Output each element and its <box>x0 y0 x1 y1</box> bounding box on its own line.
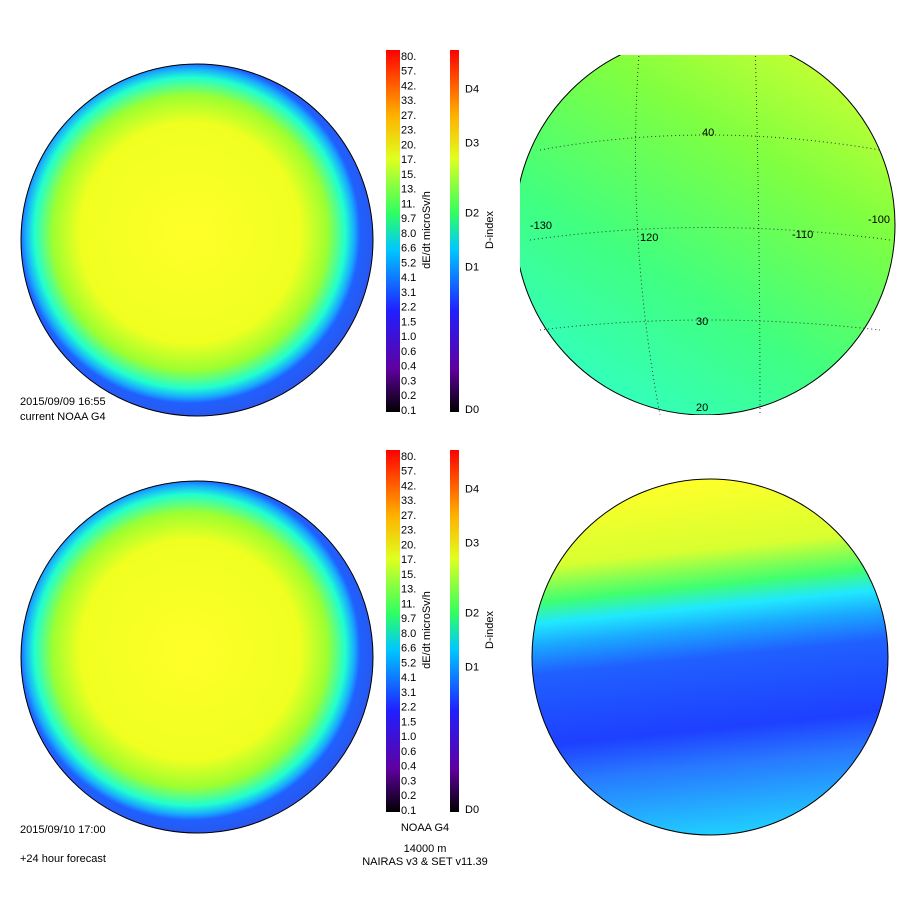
dindex-label: D1 <box>465 262 479 274</box>
dindex-label: D4 <box>465 484 479 496</box>
dose-label: 0.6 <box>401 346 416 358</box>
dindex-label: D2 <box>465 608 479 620</box>
dose-label: 6.6 <box>401 243 416 255</box>
dose-label: 9.7 <box>401 613 416 625</box>
graticule <box>529 55 891 415</box>
timestamp: 2015/09/10 17:00 <box>20 824 106 836</box>
dose-label: 15. <box>401 569 416 581</box>
dose-label: 42. <box>401 80 416 92</box>
dindex-label: D0 <box>465 804 479 816</box>
dose-label: 4.1 <box>401 672 416 684</box>
dose-label: 13. <box>401 584 416 596</box>
dose-label: 0.4 <box>401 761 416 773</box>
dose-label: 5.2 <box>401 657 416 669</box>
dose-label: 0.2 <box>401 790 416 802</box>
footer-title: NOAA G4 <box>401 822 449 834</box>
dose-label: 6.6 <box>401 643 416 655</box>
dose-label: 8.0 <box>401 628 416 640</box>
dose-label: 1.0 <box>401 331 416 343</box>
dose-label: 1.5 <box>401 316 416 328</box>
dindex-title: D-index <box>484 611 496 649</box>
dose-label: 17. <box>401 554 416 566</box>
map-label: -100 <box>868 214 890 226</box>
dose-label: 8.0 <box>401 228 416 240</box>
globe-forecast <box>20 480 374 834</box>
dose-label: 0.3 <box>401 375 416 387</box>
dose-label: 23. <box>401 525 416 537</box>
map-label: 120 <box>640 232 658 244</box>
globe-current <box>20 63 374 417</box>
caption: current NOAA G4 <box>20 411 106 423</box>
dindex-title: D-index <box>484 211 496 249</box>
dose-label: 17. <box>401 154 416 166</box>
dose-label: 1.5 <box>401 716 416 728</box>
regional-map <box>520 55 896 415</box>
dose-title: dE/dt microSv/h <box>421 591 433 669</box>
dose-label: 0.2 <box>401 390 416 402</box>
dose-label: 80. <box>401 51 416 63</box>
dose-label: 15. <box>401 169 416 181</box>
dose-label: 20. <box>401 539 416 551</box>
dose-label: 2.2 <box>401 302 416 314</box>
dose-label: 0.6 <box>401 746 416 758</box>
dose-label: 4.1 <box>401 272 416 284</box>
caption: +24 hour forecast <box>20 853 106 865</box>
dindex-colorbar <box>450 50 459 412</box>
dose-label: 33. <box>401 95 416 107</box>
dose-label: 2.2 <box>401 702 416 714</box>
dose-label: 57. <box>401 66 416 78</box>
dose-label: 11. <box>401 198 415 210</box>
dindex-label: D0 <box>465 404 479 416</box>
footer-model: NAIRAS v3 & SET v11.39 <box>362 856 488 868</box>
dose-label: 33. <box>401 495 416 507</box>
dindex-colorbar <box>450 450 459 812</box>
dose-label: 80. <box>401 451 416 463</box>
dose-label: 5.2 <box>401 257 416 269</box>
dose-label: 3.1 <box>401 287 416 299</box>
dose-label: 27. <box>401 510 416 522</box>
dose-label: 9.7 <box>401 213 416 225</box>
dose-colorbar <box>386 50 400 412</box>
dose-label: 27. <box>401 110 416 122</box>
dose-label: 13. <box>401 184 416 196</box>
dose-label: 0.4 <box>401 361 416 373</box>
dindex-label: D3 <box>465 538 479 550</box>
dose-label: 3.1 <box>401 687 416 699</box>
dose-label: 0.3 <box>401 775 416 787</box>
dose-title: dE/dt microSv/h <box>421 191 433 269</box>
footer-altitude: 14000 m <box>404 843 447 855</box>
dose-label: 11. <box>401 598 415 610</box>
map-label: 40 <box>702 127 714 139</box>
dindex-label: D4 <box>465 84 479 96</box>
dindex-label: D3 <box>465 138 479 150</box>
dindex-label: D1 <box>465 662 479 674</box>
dindex-label: D2 <box>465 208 479 220</box>
regional-globe <box>520 55 896 415</box>
map-label: -110 <box>792 229 813 241</box>
dose-label: 23. <box>401 125 416 137</box>
map-label: -130 <box>530 220 552 232</box>
map-label: 20 <box>696 402 708 414</box>
timestamp: 2015/09/09 16:55 <box>20 396 106 408</box>
dose-label: 1.0 <box>401 731 416 743</box>
dose-colorbar <box>386 450 400 812</box>
dose-label: 57. <box>401 466 416 478</box>
dose-label: 42. <box>401 480 416 492</box>
map-label: 30 <box>696 316 708 328</box>
annotations: 80. 57. 42. 33. 27. 23. 20. 17. 15. 13. 11. 9.7 8.0 6… <box>20 50 890 868</box>
dose-label: 0.1 <box>401 805 416 817</box>
globe-hemisphere <box>531 478 889 836</box>
dose-label: 0.1 <box>401 405 416 417</box>
dose-label: 20. <box>401 139 416 151</box>
